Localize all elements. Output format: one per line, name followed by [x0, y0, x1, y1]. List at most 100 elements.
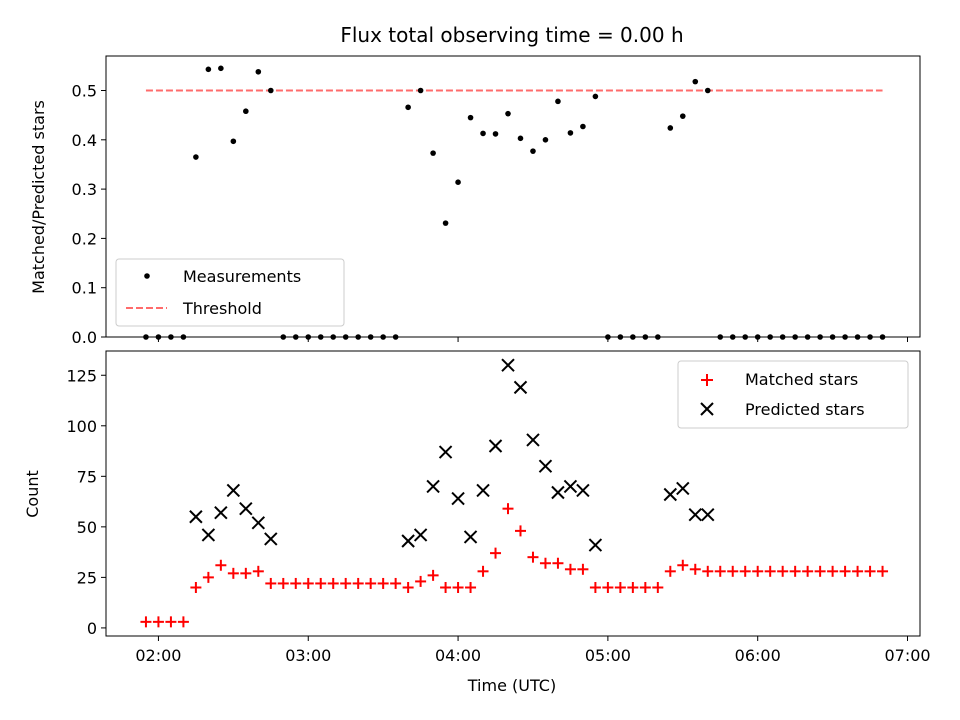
matched-star-point — [290, 577, 302, 589]
bottom-legend-frame — [677, 360, 909, 429]
matched-star-point — [477, 565, 489, 577]
plot-frame — [105, 350, 921, 637]
top-panel: 0.0 0.1 0.2 0.3 0.4 0.5 — [72, 55, 921, 347]
matched-star-point — [764, 565, 776, 577]
x-tick-label: 02:00 — [135, 646, 181, 665]
matched-star-point — [215, 559, 227, 571]
y-tick-label: 0.0 — [72, 328, 97, 347]
matched-star-point — [839, 565, 851, 577]
matched-star-point — [877, 565, 889, 577]
matched-star-point — [402, 581, 414, 593]
matched-star-point — [265, 577, 277, 589]
matched-star-point — [714, 565, 726, 577]
y-tick-label: 0.2 — [72, 229, 97, 248]
predicted-star-stroke — [463, 530, 478, 544]
top-legend-frame — [115, 258, 345, 327]
matched-star-point — [165, 616, 177, 628]
matched-star-point — [627, 581, 639, 593]
predicted-star-stroke — [701, 508, 715, 522]
matched-star-point — [827, 565, 839, 577]
matched-star-point — [789, 565, 801, 577]
predicted-star-stroke — [526, 433, 540, 447]
predicted-star-stroke — [413, 528, 428, 542]
matched-star-point — [614, 581, 626, 593]
measurement-point — [492, 131, 499, 137]
matched-star-point — [689, 563, 701, 575]
x-axis-label: Time (UTC) — [467, 676, 556, 695]
predicted-star-point — [551, 485, 565, 500]
predicted-star-stroke — [201, 528, 216, 542]
measurement-point — [218, 65, 224, 72]
predicted-star-point — [563, 479, 578, 494]
legend-predicted-label: Predicted stars — [745, 400, 865, 419]
predicted-star-stroke — [563, 479, 578, 494]
y-tick-label: 75 — [77, 467, 97, 486]
predicted-star-point — [663, 487, 678, 502]
measurement-point — [205, 66, 212, 73]
matched-star-point — [452, 581, 464, 593]
measurement-point — [679, 113, 686, 119]
measurement-point — [417, 87, 424, 94]
predicted-star-stroke — [251, 516, 266, 530]
measurement-point — [467, 114, 474, 121]
matched-star-point — [202, 571, 214, 583]
matched-star-point — [240, 567, 252, 579]
chart-title: Flux total observing time = 0.00 h — [340, 23, 683, 47]
y-tick-label: 50 — [77, 518, 97, 537]
predicted-star-stroke — [264, 532, 278, 546]
matched-star-point — [465, 581, 477, 593]
predicted-star-point — [201, 528, 216, 542]
predicted-star-stroke — [451, 491, 465, 506]
predicted-star-stroke — [676, 481, 690, 496]
matched-star-point — [727, 565, 739, 577]
top-legend: Measurements Threshold — [115, 258, 345, 327]
x-tick-label: 06:00 — [735, 646, 781, 665]
y-tick-label: 25 — [77, 568, 97, 587]
measurement-point — [243, 108, 249, 115]
measurement-point — [255, 68, 262, 75]
matched-star-point — [514, 525, 526, 537]
matched-star-point — [602, 581, 614, 593]
bottom-legend: Matched stars Predicted stars — [677, 360, 909, 429]
measurement-point — [567, 130, 574, 136]
matched-star-point — [315, 577, 327, 589]
predicted-star-stroke — [476, 483, 490, 498]
measurement-point — [480, 130, 486, 137]
x-tick-label: 03:00 — [285, 646, 331, 665]
predicted-star-point — [463, 530, 478, 544]
measurement-point — [555, 98, 561, 105]
predicted-star-point — [513, 380, 528, 395]
matched-star-point — [252, 565, 264, 577]
matched-star-point — [302, 577, 314, 589]
predicted-star-point — [488, 439, 503, 453]
matched-star-point — [140, 616, 152, 628]
matched-star-point — [664, 565, 676, 577]
predicted-star-stroke — [426, 479, 440, 494]
predicted-star-point — [676, 481, 690, 496]
measurement-point — [580, 123, 586, 130]
predicted-star-point — [476, 483, 490, 498]
predicted-star-point — [588, 538, 603, 552]
measurement-point — [442, 220, 449, 226]
matched-star-point — [527, 551, 539, 563]
top-y-axis-label: Matched/Predicted stars — [29, 100, 48, 294]
measurement-point — [193, 154, 199, 160]
predicted-star-stroke — [214, 505, 228, 520]
predicted-star-stroke — [551, 485, 565, 500]
predicted-star-stroke — [688, 508, 702, 522]
predicted-star-stroke — [488, 439, 503, 453]
matched-star-point — [752, 565, 764, 577]
predicted-star-point — [701, 508, 715, 522]
matched-star-point — [552, 557, 564, 569]
matched-star-point — [440, 581, 452, 593]
matched-star-point — [390, 577, 402, 589]
matched-star-point — [539, 557, 551, 569]
y-tick-label: 0.3 — [72, 180, 97, 199]
predicted-star-point — [239, 501, 253, 516]
predicted-star-stroke — [663, 487, 678, 502]
y-tick-label: 100 — [66, 417, 97, 436]
measurement-point — [517, 135, 524, 142]
y-tick-label: 0.4 — [72, 131, 97, 150]
predicted-star-point — [264, 532, 278, 546]
